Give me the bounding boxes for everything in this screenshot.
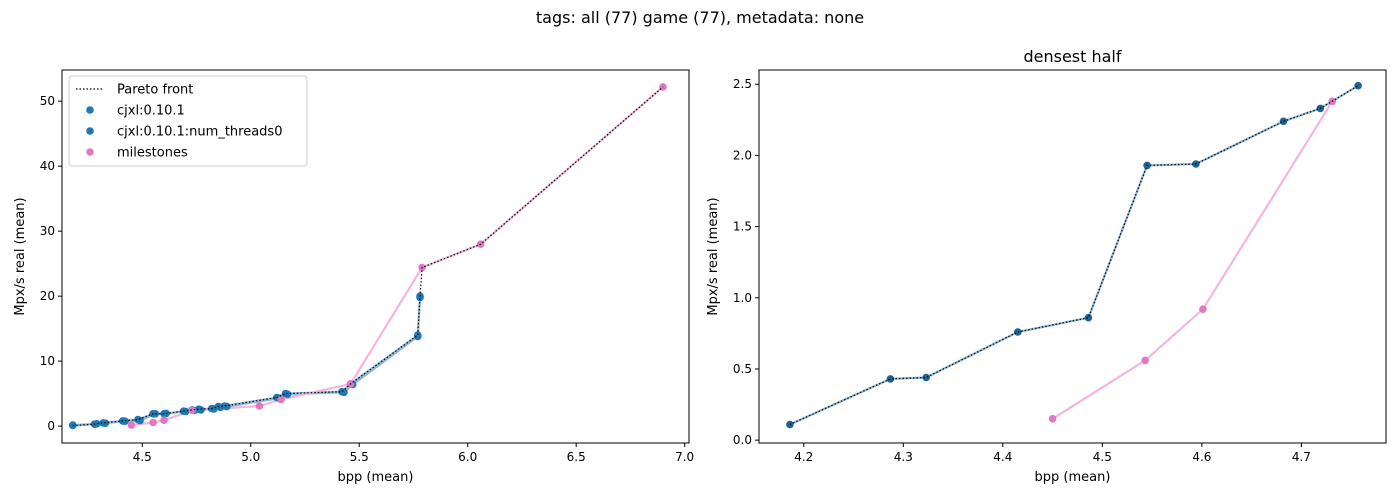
data-point-cjxl-0-10-1 [1014, 328, 1022, 336]
y-tick-label: 0.5 [733, 362, 752, 376]
legend-entry: Pareto front [117, 83, 193, 98]
legend-entry: cjxl:0.10.1 [117, 104, 185, 119]
data-point-milestones [149, 418, 157, 427]
data-point-cjxl-0-10-1-num-threads0 [416, 293, 424, 302]
chart-legend: Pareto front cjxl:0.10.1 cjxl:0.10.1:num_t… [68, 75, 308, 167]
data-point-cjxl-0-10-1-num-threads0 [121, 417, 129, 426]
data-point-milestones [127, 421, 136, 429]
data-point-cjxl-0-10-1 [1279, 117, 1288, 126]
data-point-cjxl-0-10-1-num-threads0 [223, 402, 231, 411]
y-axis-label: Mpx/s real (mean) [706, 197, 721, 315]
y-tick-label: 0.0 [733, 433, 752, 447]
y-tick-label: 2.0 [733, 148, 752, 162]
data-point-cjxl-0-10-1 [1354, 81, 1362, 90]
legend-swatch [86, 106, 94, 114]
y-tick-label: 1.0 [733, 291, 752, 305]
data-point-milestones [1141, 356, 1149, 365]
data-point-cjxl-0-10-1 [886, 375, 895, 383]
data-point-cjxl-0-10-1-num-threads0 [151, 410, 160, 418]
data-point-milestones [160, 416, 168, 425]
axes-frame [61, 69, 690, 444]
right-chart-densest-half: densest half 4.2 4.3 4.4 4.5 4.6 4.7 0.0 0.5 1.0 1… [706, 47, 1387, 485]
x-tick-label: 6.0 [458, 450, 477, 464]
x-tick-label: 6.5 [567, 450, 586, 464]
x-tick-label: 4.2 [794, 450, 813, 464]
data-point-cjxl-0-10-1 [1084, 313, 1093, 322]
y-tick-label: 30 [40, 224, 55, 238]
legend-box [68, 75, 308, 167]
data-point-cjxl-0-10-1-num-threads0 [197, 406, 205, 414]
data-point-cjxl-0-10-1-num-threads0 [340, 388, 348, 397]
data-point-cjxl-0-10-1-num-threads0 [216, 403, 225, 412]
x-axis-label: bpp (mean) [338, 470, 414, 485]
legend-swatch [86, 127, 94, 135]
series-line-cjxl-0-10-1 [789, 84, 1359, 426]
legend-entry: cjxl:0.10.1:num_threads0 [117, 125, 282, 140]
data-point-milestones [188, 406, 196, 415]
y-tick-label: 10 [40, 354, 55, 368]
data-point-cjxl-0-10-1 [922, 373, 930, 382]
x-tick-label: 4.3 [894, 450, 913, 464]
data-point-milestones [255, 402, 264, 410]
x-tick-label: 5.5 [350, 450, 369, 464]
data-point-cjxl-0-10-1-num-threads0 [92, 420, 101, 428]
data-point-milestones [277, 395, 285, 404]
x-axis-label: bpp (mean) [1035, 470, 1111, 485]
data-point-cjxl-0-10-1-num-threads0 [181, 407, 190, 416]
y-tick-label: 20 [40, 289, 55, 303]
x-tick-label: 4.5 [1093, 450, 1112, 464]
y-tick-label: 1.5 [733, 220, 752, 234]
axes-frame [758, 69, 1387, 444]
data-point-cjxl-0-10-1-num-threads0 [414, 332, 422, 341]
figure-suptitle: tags: all (77) game (77), metadata: none [535, 8, 865, 27]
pareto-front-line [789, 85, 1359, 426]
data-point-cjxl-0-10-1-num-threads0 [136, 416, 144, 425]
series-line-milestones [1052, 100, 1334, 420]
y-tick-label: 0 [47, 419, 55, 433]
data-point-cjxl-0-10-1-num-threads0 [283, 390, 292, 399]
pareto-front-line [72, 86, 664, 427]
data-point-milestones [1199, 305, 1207, 314]
chart-title: densest half [1023, 47, 1121, 66]
y-tick-label: 40 [40, 159, 55, 173]
x-tick-label: 7.0 [675, 450, 694, 464]
legend-swatch [86, 148, 94, 156]
left-chart: 4.5 5.0 5.5 6.0 6.5 7.0 0 10 20 30 40 50 bpp (mean) M… [13, 69, 694, 485]
x-tick-label: 4.5 [133, 450, 152, 464]
x-tick-label: 5.0 [241, 450, 260, 464]
x-tick-label: 4.6 [1192, 450, 1211, 464]
data-point-milestones [1048, 415, 1057, 423]
x-tick-label: 4.7 [1292, 450, 1311, 464]
y-axis-label: Mpx/s real (mean) [13, 197, 28, 315]
x-tick-label: 4.4 [993, 450, 1012, 464]
y-tick-label: 50 [40, 94, 55, 108]
y-tick-label: 2.5 [733, 77, 752, 91]
legend-entry: milestones [117, 146, 188, 161]
